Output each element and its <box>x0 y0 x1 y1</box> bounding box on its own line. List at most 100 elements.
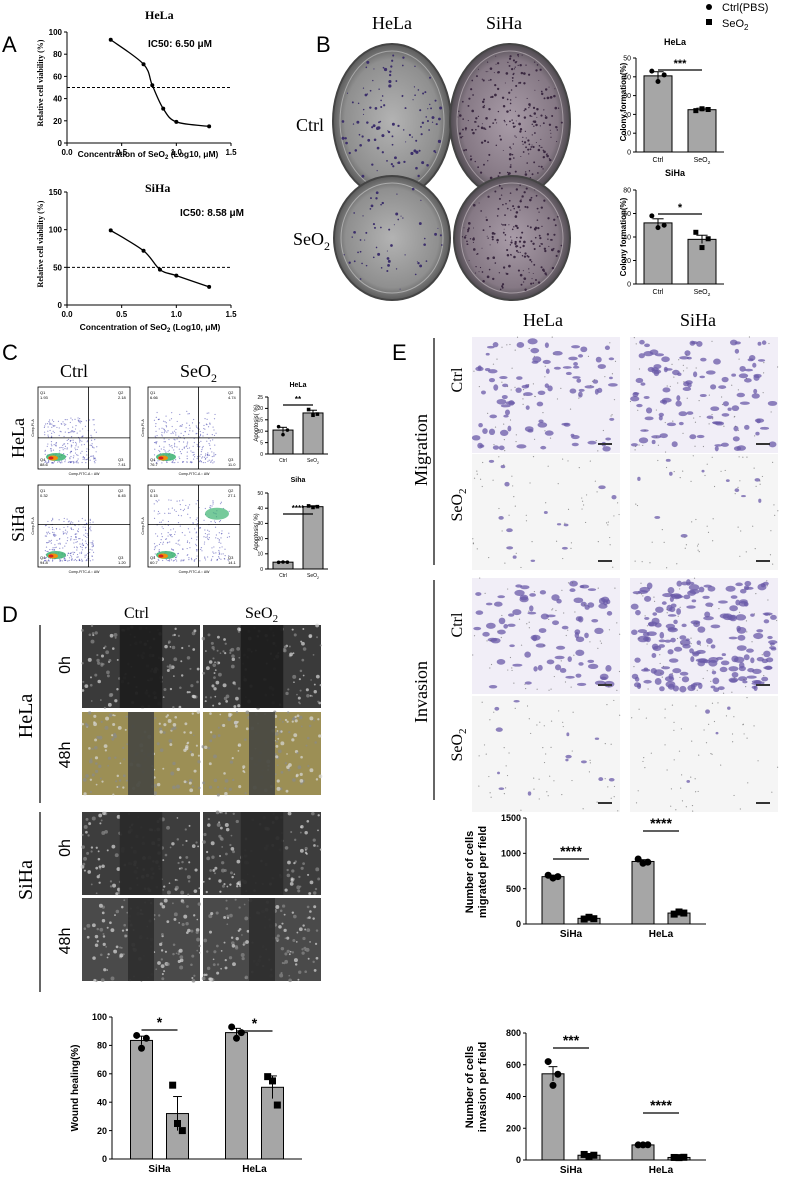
colony <box>504 239 507 241</box>
stained-cell <box>730 595 738 599</box>
cell <box>188 781 192 785</box>
event <box>86 533 89 535</box>
colony <box>560 121 563 124</box>
colony <box>481 100 485 104</box>
event <box>47 550 49 553</box>
cell <box>288 730 291 734</box>
cell <box>102 942 106 946</box>
b-row-ctrl: Ctrl <box>296 115 324 135</box>
event <box>52 430 54 432</box>
stained-cell <box>569 580 578 587</box>
wound-gap <box>240 812 284 895</box>
panel-letter-e: E <box>392 340 407 365</box>
colony <box>509 253 512 256</box>
stained-cell <box>679 685 687 693</box>
cell <box>313 969 317 972</box>
pore <box>766 580 768 582</box>
data-point <box>699 245 705 251</box>
stained-cell <box>545 368 550 374</box>
event <box>173 509 176 511</box>
cell <box>228 956 233 960</box>
colony <box>386 269 389 273</box>
cell <box>229 760 234 764</box>
cell <box>291 911 295 914</box>
stained-cell <box>767 400 778 406</box>
event <box>93 429 96 431</box>
cell <box>209 977 213 982</box>
cell <box>279 718 282 721</box>
event <box>196 456 199 458</box>
x-tick-label: 0.0 <box>61 148 73 157</box>
stained-cell <box>731 373 737 377</box>
colony <box>555 126 558 129</box>
event <box>201 448 203 451</box>
data-point <box>276 424 281 429</box>
stained-cell <box>485 602 493 606</box>
colony <box>377 252 381 256</box>
data-point <box>655 225 661 231</box>
pore <box>604 778 606 780</box>
event <box>165 415 167 417</box>
colony <box>366 60 370 64</box>
pore <box>606 704 608 706</box>
colony <box>512 205 515 208</box>
cell <box>161 932 164 936</box>
event <box>196 443 198 446</box>
pore <box>712 540 714 542</box>
event <box>175 558 177 560</box>
stained-cell <box>575 616 582 622</box>
cell <box>224 823 229 828</box>
cell <box>95 892 98 895</box>
cell <box>306 694 310 698</box>
event <box>186 540 189 542</box>
cell <box>107 764 109 767</box>
pore <box>722 692 725 694</box>
event <box>187 447 189 450</box>
stained-cell <box>718 385 727 389</box>
cell <box>283 913 286 916</box>
pore <box>503 793 505 795</box>
event <box>172 459 174 462</box>
event <box>86 459 88 461</box>
quadrant-q2: Q2 <box>228 390 234 395</box>
event <box>85 554 88 556</box>
stained-cell <box>665 458 671 462</box>
colony <box>359 239 362 241</box>
colony <box>492 277 495 281</box>
pore <box>737 526 739 528</box>
pore <box>573 654 575 656</box>
colony <box>470 155 472 158</box>
cell <box>197 902 201 906</box>
pore <box>673 721 675 723</box>
event <box>176 555 178 557</box>
stained-cell <box>488 428 496 435</box>
pore <box>636 504 639 507</box>
event <box>158 445 161 447</box>
cell <box>224 651 227 655</box>
stained-cell <box>739 599 748 604</box>
cell <box>86 923 91 928</box>
cell <box>180 674 184 677</box>
y-tick-label: 20 <box>623 112 631 119</box>
significance-mark: **** <box>560 843 582 859</box>
colony <box>463 227 465 229</box>
stained-cell <box>635 609 641 616</box>
pore <box>484 592 486 595</box>
pore <box>609 536 611 539</box>
stained-cell <box>554 664 562 671</box>
pore <box>473 477 476 479</box>
d-hela-48h: 48h <box>57 742 74 769</box>
pore <box>476 473 478 475</box>
cell <box>207 823 211 827</box>
event <box>45 559 47 561</box>
colony <box>467 222 471 225</box>
event <box>199 560 201 562</box>
stained-cell <box>673 619 678 625</box>
event <box>80 551 83 553</box>
pore <box>665 466 668 469</box>
pore <box>472 543 474 545</box>
stained-cell <box>736 392 745 398</box>
pore <box>533 777 535 779</box>
event <box>64 545 66 547</box>
